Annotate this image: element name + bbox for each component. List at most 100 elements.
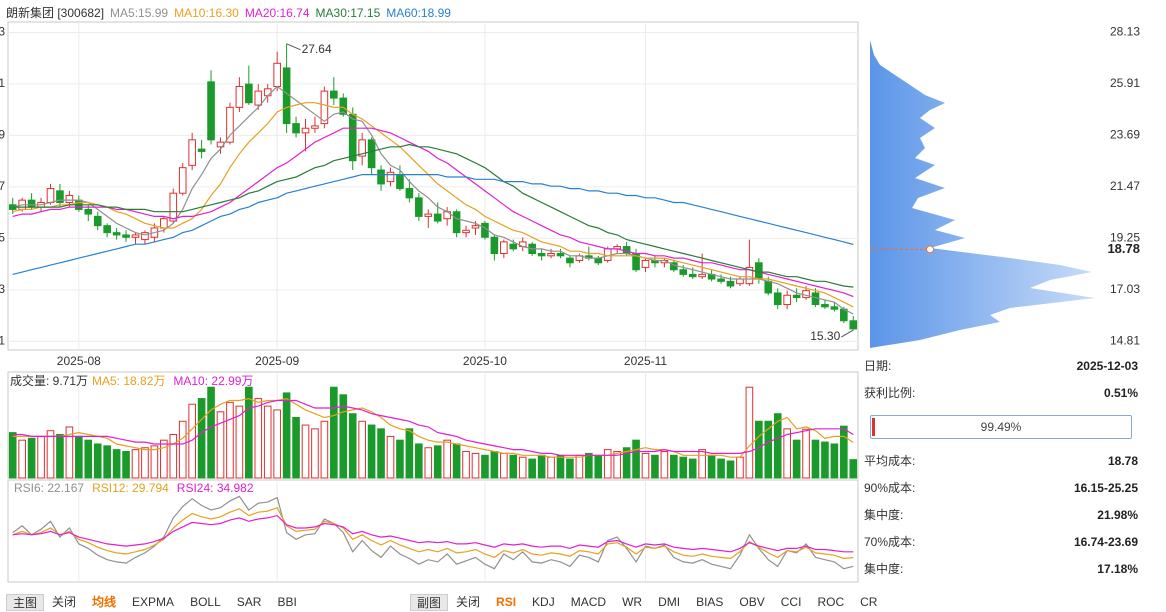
x-tick-label: 2025-09 (255, 354, 299, 368)
y-tick-label: 23.69 (0, 128, 5, 142)
candle-body (320, 90, 329, 125)
tab[interactable]: BBI (277, 595, 297, 609)
legend-entry: MA20:16.74 (244, 6, 310, 20)
volume-bar (18, 439, 26, 479)
volume-bar (367, 424, 376, 479)
rsi-frame (7, 479, 859, 583)
tab[interactable]: SAR (236, 595, 262, 609)
legend-entry: MA5:15.99 (110, 6, 169, 20)
legend-entry: MA10: 22.99万 (173, 374, 253, 388)
candle-body (377, 169, 385, 185)
legend-entry: RSI24: 34.982 (177, 481, 254, 495)
volume-bar (537, 454, 546, 479)
volume-bar (160, 439, 168, 479)
y-tick-label: 25.91 (0, 76, 5, 90)
candle-body (717, 278, 725, 282)
candle-body (348, 113, 357, 162)
tab[interactable]: KDJ (532, 595, 555, 609)
tab[interactable]: MACD (570, 595, 607, 609)
info-label: 70%成本: (864, 535, 916, 549)
volume-bar (339, 394, 348, 479)
volume-bar (178, 420, 187, 479)
volume-bar (679, 456, 688, 479)
tab[interactable]: BOLL (190, 595, 221, 609)
tab[interactable]: OBV (739, 595, 765, 609)
candle-body (254, 90, 263, 106)
volume-bar (282, 392, 291, 479)
candle-body (594, 257, 603, 264)
info-label: 集中度: (864, 562, 904, 576)
volume-bar (386, 435, 395, 479)
candle-body (405, 188, 414, 199)
candle-body (688, 273, 697, 278)
volume-bar (169, 434, 178, 479)
candle-body (93, 215, 102, 227)
volume-bar (141, 447, 149, 479)
profit-fill (872, 418, 875, 436)
candle-body (679, 269, 688, 275)
tab[interactable]: 关闭 (456, 595, 481, 609)
chip-y-tick-label: 17.03 (1110, 282, 1140, 296)
info-label: 集中度: (864, 508, 904, 522)
info-row: 集中度: 17.18% (864, 559, 1138, 579)
tab[interactable]: DMI (658, 595, 681, 609)
volume-bar (481, 454, 489, 479)
info-value: 16.74-23.69 (1073, 535, 1138, 549)
candle-body (830, 306, 839, 310)
candle-body (311, 125, 319, 129)
volume-bar (594, 454, 603, 479)
candle-body (433, 213, 442, 222)
tab[interactable]: 关闭 (52, 595, 77, 609)
panel-title: 成交量: 9.71万 (10, 373, 88, 388)
volume-bar (462, 451, 470, 479)
tab[interactable]: RSI (496, 595, 517, 609)
tab[interactable]: BIAS (696, 595, 724, 609)
candle-body (358, 139, 366, 157)
volume-bar (471, 452, 480, 479)
tab[interactable]: EXPMA (132, 595, 175, 609)
legend-entry: MA30:17.15 (315, 6, 381, 20)
candle-body (235, 85, 244, 108)
candle-body (131, 234, 140, 238)
volume-bar (736, 456, 744, 479)
candle-body (273, 62, 281, 87)
candle-body (736, 278, 744, 285)
volume-bar (641, 452, 650, 479)
ma-line (12, 143, 854, 288)
candle-body (141, 232, 149, 241)
volume-bar (717, 458, 725, 479)
volume-bar (755, 420, 763, 479)
volume-bar (773, 413, 782, 479)
chip-y-tick-label: 25.91 (1110, 76, 1140, 90)
main-tabs: 主图 关闭 均线 EXPMA BOLL SAR BBI (6, 594, 305, 611)
volume-bar (320, 420, 329, 479)
tab[interactable]: ROC (817, 595, 845, 609)
volume-bar (622, 447, 631, 479)
volume-bar (566, 458, 574, 479)
chip-y-tick-label: 23.69 (1110, 128, 1140, 142)
volume-bar (707, 454, 716, 479)
cost-dot (926, 245, 934, 254)
tab[interactable]: WR (622, 595, 643, 609)
annotation-arrow (286, 43, 301, 51)
candle-body (547, 253, 555, 257)
tab[interactable]: CCI (780, 595, 802, 609)
x-tick-label: 2025-10 (463, 354, 507, 368)
candle-body (783, 294, 791, 306)
info-value: 0.51% (1103, 386, 1138, 400)
info-value: 18.78 (1107, 454, 1138, 468)
tab[interactable]: CR (860, 595, 878, 609)
candle-body (245, 83, 253, 104)
info-row: 集中度: 21.98% (864, 505, 1138, 525)
chip-y-tick-label: 21.47 (1110, 179, 1140, 193)
candle-body (566, 257, 574, 264)
volume-ma-line (12, 399, 854, 456)
volume-bar (37, 435, 45, 479)
volume-bar (330, 386, 338, 479)
volume-bar (216, 411, 225, 479)
volume-bar (651, 454, 659, 479)
candle-body (773, 292, 782, 306)
tab[interactable]: 均线 (92, 595, 117, 609)
info-label: 获利比例: (864, 386, 916, 400)
info-value: 16.15-25.25 (1073, 481, 1138, 495)
